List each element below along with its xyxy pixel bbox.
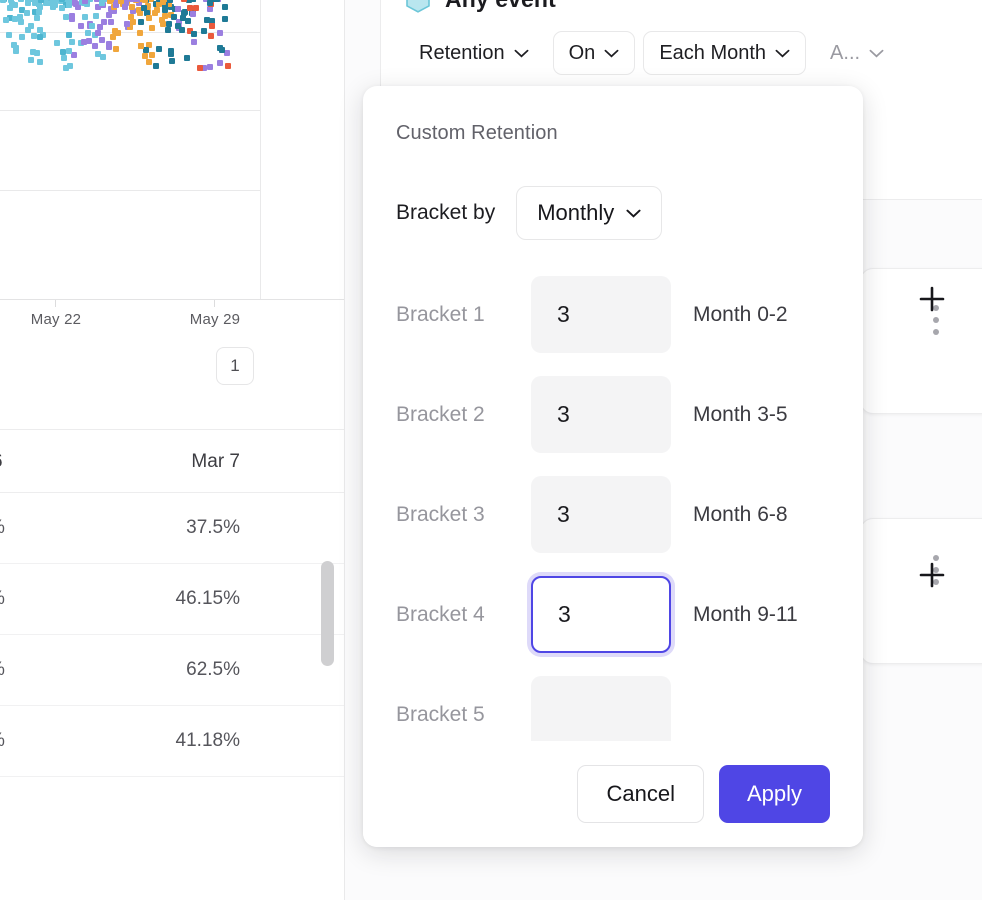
custom-retention-modal: Custom Retention Bracket by Monthly Brac…: [363, 86, 863, 847]
add-panel-button-2[interactable]: [919, 562, 945, 588]
query-dropdown-row: Retention On Each Month A...: [403, 31, 901, 75]
chevron-down-icon: [869, 49, 884, 57]
plus-icon: [919, 286, 945, 312]
bracket-value-input[interactable]: 3: [531, 476, 671, 553]
plus-icon: [919, 562, 945, 588]
left-column-divider: [344, 0, 345, 900]
kebab-menu-icon[interactable]: [933, 305, 939, 335]
bracket-range-label: Month 3-5: [693, 402, 788, 426]
cell-left: %: [0, 517, 5, 539]
bracket-row-4: Bracket 4 3 Month 9-11: [396, 576, 836, 653]
dropdown-metric-label: Retention: [419, 41, 505, 64]
bracket-value-input[interactable]: 3: [531, 276, 671, 353]
cell-left: %: [0, 588, 5, 610]
gridline: [0, 190, 261, 191]
x-axis-tick: [214, 300, 215, 307]
bracket-label: Bracket 4: [396, 602, 485, 626]
panel-card-2[interactable]: [860, 518, 982, 664]
dropdown-truncated-label: A...: [830, 41, 861, 64]
chevron-down-icon: [626, 209, 641, 218]
hexagon-icon: [405, 0, 431, 13]
pagination-page-1-button[interactable]: 1: [216, 347, 254, 385]
bracket-row-2: Bracket 2 3 Month 3-5: [396, 376, 836, 453]
cancel-button[interactable]: Cancel: [577, 765, 704, 823]
dropdown-interval-label: Each Month: [659, 41, 767, 64]
dropdown-metric[interactable]: Retention: [403, 31, 545, 75]
bracket-row-1: Bracket 1 3 Month 0-2: [396, 276, 836, 353]
event-row: Any event: [405, 0, 556, 13]
cell-right: 37.5%: [186, 517, 240, 538]
bracket-by-row: Bracket by Monthly: [396, 186, 663, 240]
retention-scatter-chart-card: May 22 May 29 1: [0, 0, 345, 430]
cell-left: %: [0, 730, 5, 752]
bracket-range-label: Month 6-8: [693, 502, 788, 526]
x-tick-label-0: May 22: [30, 311, 82, 328]
table-row[interactable]: % 41.18%: [0, 706, 345, 777]
chevron-down-icon: [604, 49, 619, 57]
table-vertical-scrollbar[interactable]: [321, 561, 334, 666]
table-row[interactable]: % 62.5%: [0, 635, 345, 706]
kebab-menu-icon[interactable]: [933, 555, 939, 585]
bracket-by-label: Bracket by: [396, 201, 496, 224]
scatter-plot-area: [0, 0, 345, 300]
table-row[interactable]: % 46.15%: [0, 564, 345, 635]
panel-card-1[interactable]: [860, 268, 982, 414]
dropdown-on-label: On: [568, 41, 596, 64]
modal-footer: Cancel Apply: [363, 741, 863, 847]
bracket-row-5: Bracket 5: [396, 676, 836, 753]
add-panel-button-1[interactable]: [919, 286, 945, 312]
x-axis-line: [0, 299, 345, 300]
bracket-range-label: Month 9-11: [693, 602, 798, 626]
bracket-value-input[interactable]: 3: [531, 376, 671, 453]
bracket-by-select[interactable]: Monthly: [516, 186, 663, 240]
dropdown-truncated[interactable]: A...: [814, 31, 901, 75]
table-header-row: 6 Mar 7: [0, 431, 345, 493]
bracket-value-input-focused[interactable]: 3: [531, 576, 671, 653]
bracket-row-3: Bracket 3 3 Month 6-8: [396, 476, 836, 553]
chevron-down-icon: [775, 49, 790, 57]
cell-left: %: [0, 659, 5, 681]
modal-title: Custom Retention: [396, 122, 558, 144]
retention-table-card: 6 Mar 7 % 37.5% % 46.15% % 62.5% % 41.: [0, 431, 345, 900]
axis-vline: [260, 0, 261, 299]
gridline: [0, 32, 261, 33]
bracket-range-label: Month 0-2: [693, 302, 788, 326]
bracket-by-value: Monthly: [537, 200, 615, 225]
chevron-down-icon: [514, 49, 529, 57]
bracket-label: Bracket 2: [396, 402, 485, 426]
column-header-1: Mar 7: [191, 450, 240, 472]
gridline: [0, 110, 261, 111]
event-name-label: Any event: [445, 0, 556, 13]
x-axis-tick: [55, 300, 56, 307]
table-row[interactable]: % 37.5%: [0, 493, 345, 564]
left-column: May 22 May 29 1 6 Mar 7 % 37.5% % 46.15%: [0, 0, 345, 900]
bracket-value-input[interactable]: [531, 676, 671, 753]
bracket-label: Bracket 1: [396, 302, 485, 326]
bracket-label: Bracket 5: [396, 702, 485, 726]
column-header-0: 6: [0, 451, 3, 473]
bracket-list-scroll[interactable]: Bracket 1 3 Month 0-2 Bracket 2 3 Month …: [363, 266, 863, 806]
dropdown-interval[interactable]: Each Month: [643, 31, 807, 75]
bracket-label: Bracket 3: [396, 502, 485, 526]
cell-right: 46.15%: [175, 588, 240, 609]
retention-table: 6 Mar 7 % 37.5% % 46.15% % 62.5% % 41.: [0, 431, 345, 777]
x-tick-label-1: May 29: [189, 311, 241, 328]
cell-right: 41.18%: [175, 730, 240, 751]
cell-right: 62.5%: [186, 659, 240, 680]
dropdown-on[interactable]: On: [552, 31, 636, 75]
apply-button[interactable]: Apply: [718, 765, 830, 823]
